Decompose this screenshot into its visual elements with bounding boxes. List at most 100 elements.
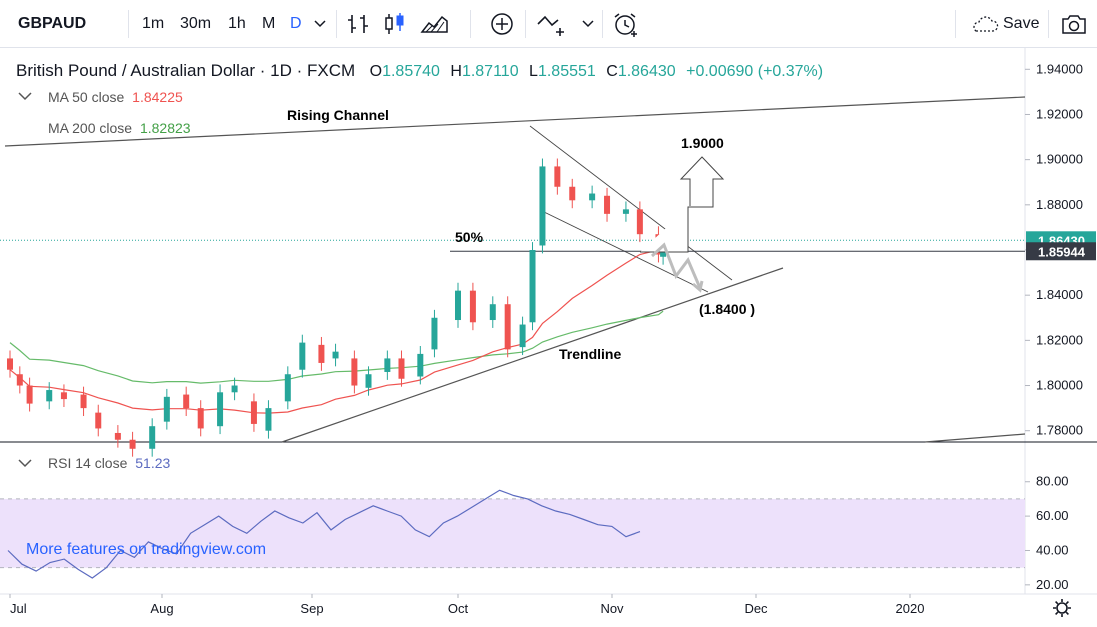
price-tick-label: 1.80000 [1036, 378, 1083, 393]
candle [7, 358, 13, 370]
time-tick-label: Sep [300, 601, 323, 616]
candle-chart-icon[interactable] [382, 12, 408, 36]
candle [504, 304, 511, 350]
area-chart-icon[interactable] [420, 12, 450, 36]
candle [250, 401, 257, 424]
candle [318, 344, 325, 363]
time-tick-label: Aug [150, 601, 173, 616]
projection-zigzag[interactable] [650, 242, 702, 289]
candle [455, 290, 461, 321]
trendline[interactable] [281, 267, 784, 443]
up-arrow-icon[interactable] [640, 156, 725, 253]
candle [539, 166, 546, 246]
ohlc-high: H1.87110 [450, 63, 519, 80]
compare-icon[interactable] [536, 12, 572, 38]
toolbar-divider [1048, 10, 1049, 38]
instrument-title[interactable]: British Pound / Australian Dollar · 1D ·… [16, 61, 356, 80]
interval-30m[interactable]: 30m [180, 15, 212, 32]
time-tick-label: Oct [448, 601, 469, 616]
chevron-down-icon[interactable] [314, 19, 326, 29]
alert-clock-icon[interactable] [612, 12, 642, 38]
candle [604, 195, 611, 214]
fib-50-label[interactable]: 50% [455, 229, 484, 245]
settings-gear-icon[interactable] [1053, 599, 1071, 617]
rsi-axis[interactable]: 80.00 60.00 40.00 20.00 [1025, 474, 1069, 592]
symbol-search-button[interactable]: GBPAUD [18, 15, 87, 32]
ma50-line [9, 246, 664, 414]
candle [183, 394, 190, 409]
price-axis[interactable]: 1.940001.920001.900001.880001.860001.840… [1025, 61, 1083, 438]
candle [197, 408, 204, 429]
candle [299, 342, 306, 370]
candle [529, 250, 536, 323]
collapse-legend-icon[interactable] [18, 91, 32, 101]
time-tick-label: 2020 [896, 601, 925, 616]
toolbar-divider [336, 10, 337, 38]
candle [384, 358, 391, 372]
candle [114, 432, 121, 440]
candle [469, 290, 476, 323]
ma50-legend[interactable]: MA 50 close 1.84225 [48, 89, 183, 105]
candle [332, 351, 339, 359]
bar-chart-icon[interactable] [346, 12, 372, 36]
target-up-label[interactable]: 1.9000 [681, 135, 724, 151]
candle [351, 358, 358, 386]
price-tick-label: 1.92000 [1036, 106, 1083, 121]
falling-wedge-upper-line[interactable] [529, 125, 733, 281]
interval-day[interactable]: D [290, 15, 302, 32]
ohlc-close: C1.86430 [606, 63, 676, 80]
save-button[interactable]: Save [1003, 15, 1040, 32]
toolbar-divider [470, 10, 471, 38]
chart-area[interactable]: Rising Channel Trendline 50% 1.9000 (1.8… [0, 48, 1097, 627]
candle [265, 408, 272, 431]
rsi-legend[interactable]: RSI 14 close 51.23 [48, 455, 171, 471]
toolbar-divider [525, 10, 526, 38]
candle [519, 324, 526, 348]
interval-1h[interactable]: 1h [228, 15, 246, 32]
price-tick-label: 1.84000 [1036, 287, 1083, 302]
toolbar-divider [955, 10, 956, 38]
rising-channel-upper-line[interactable] [4, 96, 1026, 147]
candle [489, 304, 496, 321]
time-tick-label: Nov [600, 601, 624, 616]
rsi-tick-label: 20.00 [1036, 577, 1069, 592]
camera-icon[interactable] [1060, 12, 1088, 36]
interval-month[interactable]: M [262, 15, 276, 32]
ohlc-low: L1.85551 [529, 63, 596, 80]
rising-channel-label[interactable]: Rising Channel [287, 107, 389, 123]
rsi-tick-label: 40.00 [1036, 542, 1069, 557]
candle [569, 186, 576, 201]
candle [60, 392, 67, 400]
rsi-tick-label: 80.00 [1036, 474, 1069, 489]
tradingview-watermark[interactable]: More features on tradingview.com [26, 541, 267, 558]
time-axis[interactable]: Jul Aug Sep Oct Nov Dec 2020 [9, 594, 925, 616]
candle [163, 396, 170, 422]
cloud-icon[interactable] [968, 14, 1000, 34]
rising-channel-lower-line[interactable] [924, 433, 1026, 443]
candles-group [7, 158, 667, 457]
candle [217, 392, 224, 427]
add-indicator-icon[interactable] [489, 12, 515, 38]
price-change: +0.00690 (+0.37%) [686, 63, 824, 80]
candle [589, 193, 596, 201]
interval-1m[interactable]: 1m [142, 15, 165, 32]
candle [231, 385, 238, 393]
candle [398, 358, 405, 379]
trendline-label[interactable]: Trendline [559, 346, 621, 362]
time-tick-label: Jul [10, 601, 27, 616]
reference-price-tag-text: 1.85944 [1038, 244, 1086, 259]
toolbar-divider [128, 10, 129, 38]
ma200-legend[interactable]: MA 200 close 1.82823 [48, 120, 191, 136]
target-down-label[interactable]: (1.8400 ) [699, 301, 755, 317]
top-toolbar: GBPAUD 1m 30m 1h M D Save [0, 0, 1097, 48]
candle [80, 394, 87, 409]
price-tick-label: 1.94000 [1036, 61, 1083, 76]
price-tick-label: 1.90000 [1036, 152, 1083, 167]
candle [431, 317, 438, 350]
collapse-rsi-legend-icon[interactable] [18, 458, 32, 468]
ohlc-open: O1.85740 [369, 63, 440, 80]
rsi-line [7, 489, 641, 579]
price-tick-label: 1.78000 [1036, 423, 1083, 438]
candle [417, 353, 424, 377]
chevron-down-icon[interactable] [582, 19, 594, 29]
